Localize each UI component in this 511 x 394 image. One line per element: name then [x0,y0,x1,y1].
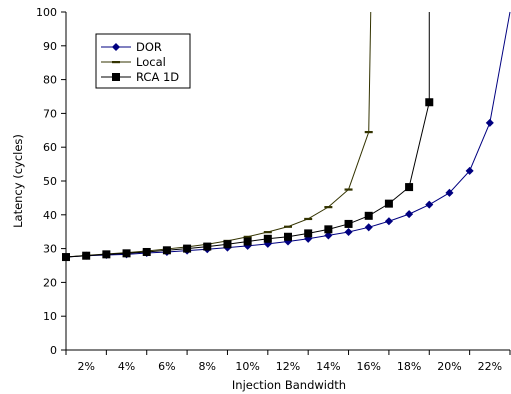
data-point [324,231,333,240]
data-point [344,188,353,191]
data-point [324,225,333,234]
data-point [405,210,414,219]
data-point [162,246,171,255]
legend-entry: DOR [101,40,162,54]
data-point [344,228,353,237]
legend-entry: RCA 1D [101,70,179,84]
series-rca-1d [62,12,434,262]
data-point [122,249,131,258]
axes [61,11,511,355]
data-point [425,98,434,107]
data-point [243,235,252,238]
data-point [183,244,192,253]
y-tick-label: 10 [43,310,57,323]
plot-series [61,11,511,262]
data-point [384,217,393,226]
data-point [263,234,272,243]
legend-entry: Local [101,55,166,69]
x-tick-label: 16% [357,360,381,373]
x-tick-label: 18% [397,360,421,373]
y-tick-label: 20 [43,276,57,289]
data-point [102,250,111,259]
data-point [112,61,120,64]
data-point [82,251,91,260]
data-point [324,206,333,209]
data-point [203,242,212,251]
y-tick-label: 50 [43,175,57,188]
data-point [284,225,292,228]
data-point [111,42,121,52]
x-tick-label: 10% [235,360,259,373]
data-point [243,237,252,246]
legend-box [95,33,191,89]
data-point [304,229,313,238]
data-point [344,219,353,228]
x-tick-label: 4% [118,360,135,373]
y-tick-label: 70 [43,107,57,120]
data-point [465,166,474,175]
y-tick-label: 0 [50,344,57,357]
data-point [112,73,120,81]
y-tick-label: 60 [43,141,57,154]
y-tick-label: 80 [43,74,57,87]
data-point [142,247,151,256]
legend-label: RCA 1D [136,70,179,84]
x-tick-label: 22% [478,360,502,373]
y-tick-label: 100 [36,6,57,19]
data-point [364,223,373,232]
data-point [425,200,434,209]
x-axis-title: Injection Bandwidth [232,378,346,392]
data-point [284,232,292,241]
data-point [263,231,272,234]
data-point [223,240,232,249]
data-point [445,188,454,197]
data-point [304,217,313,221]
tick-labels: 0 10 20 30 40 50 60 70 80 90 100 2% 4% 6% 8% 10% 12% 14% 1… [36,6,502,373]
data-point [62,253,70,262]
x-tick-label: 2% [77,360,94,373]
x-tick-label: 20% [437,360,461,373]
y-tick-label: 30 [43,243,57,256]
y-tick-label: 90 [43,40,57,53]
y-axis-title: Latency (cycles) [11,134,25,228]
data-point [364,211,373,220]
x-tick-label: 14% [316,360,340,373]
data-point [485,118,494,127]
data-point [364,130,373,134]
legend-label: Local [136,55,166,69]
legend-label: DOR [136,40,162,54]
y-tick-label: 40 [43,209,57,222]
x-tick-label: 12% [276,360,300,373]
data-point [384,199,393,208]
x-tick-label: 6% [158,360,175,373]
data-point [405,183,414,192]
x-tick-label: 8% [199,360,216,373]
